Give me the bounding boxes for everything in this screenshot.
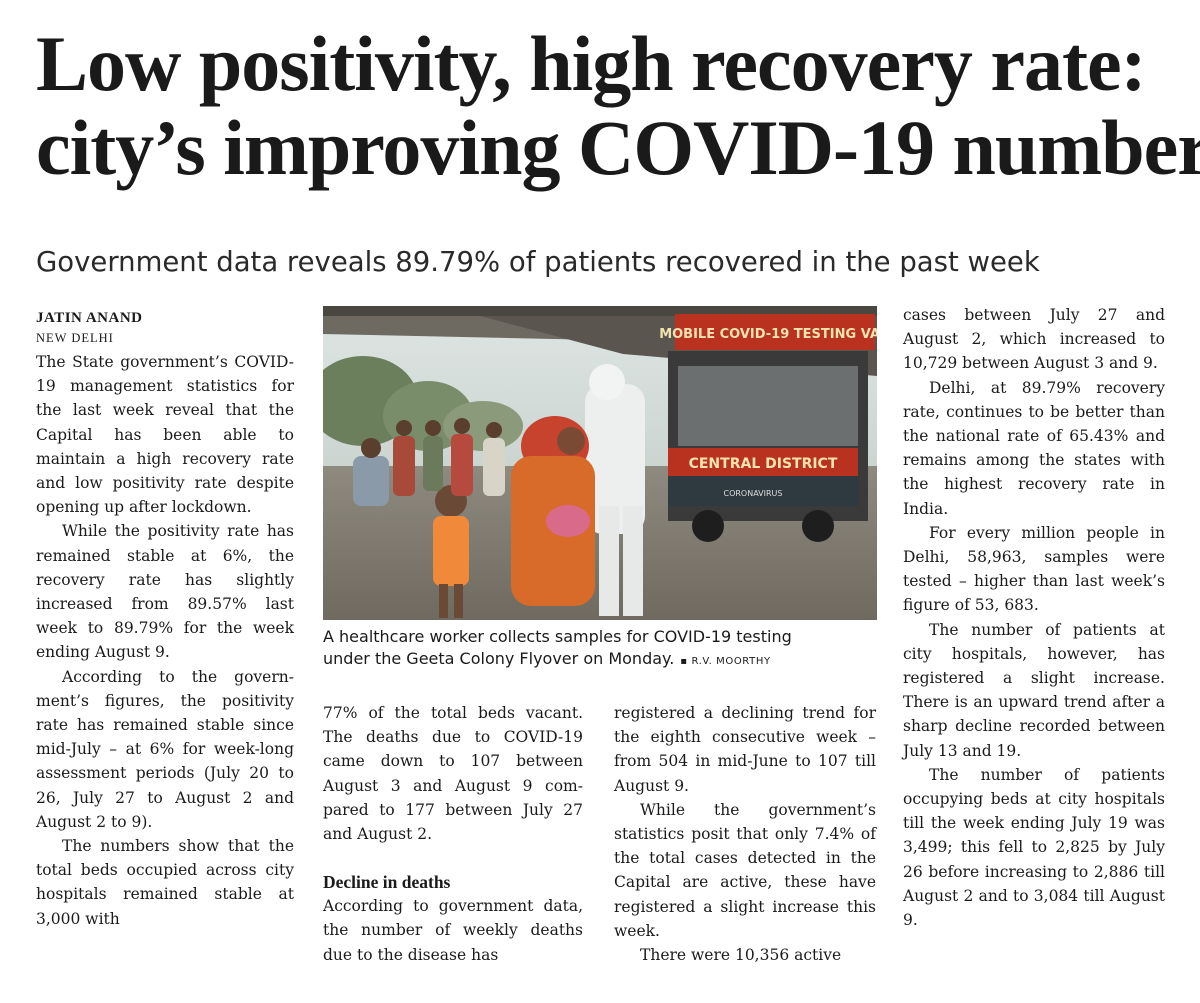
photo-caption: A healthcare worker collects samples for… xyxy=(323,626,883,673)
paragraph: registered a declining trend for the eig… xyxy=(614,704,876,795)
van-decal: CORONAVIRUS xyxy=(723,489,782,498)
paragraph: While the positivity rate has remained s… xyxy=(36,522,294,662)
credit-square-icon: ▪ xyxy=(680,656,692,667)
article-column-1: JATIN ANAND NEW DELHI The State governme… xyxy=(36,308,294,931)
photo-credit: ▪ R.V. MOORTHY xyxy=(680,656,770,667)
caption-text: under the Geeta Colony Flyover on Monday… xyxy=(323,649,675,668)
byline-author: JATIN ANAND xyxy=(36,310,143,326)
paragraph: According to the govern­ment’s figures, … xyxy=(36,667,294,831)
paragraph: The numbers show that the total beds occ… xyxy=(36,837,294,928)
credit-text: R.V. MOORTHY xyxy=(691,656,771,667)
section-subhead: Decline in deaths xyxy=(323,872,451,893)
paragraph: According to government da­ta, the numbe… xyxy=(323,897,583,964)
paragraph: The number of patients occupying beds at… xyxy=(903,765,1165,930)
caption-line-2: under the Geeta Colony Flyover on Monday… xyxy=(323,648,883,673)
headline: Low positivity, high recovery rate: city… xyxy=(36,20,1200,191)
news-photo: MOBILE COVID-19 TESTING VAN CENTRAL DIST… xyxy=(323,306,877,620)
van-sign-top: MOBILE COVID-19 TESTING VAN xyxy=(659,327,877,342)
article-column-2: 77% of the total beds vacant. The deaths… xyxy=(323,701,583,967)
paragraph: The number of patients at city hospitals… xyxy=(903,620,1165,760)
paragraph: Delhi, at 89.79% recovery rate, continue… xyxy=(903,378,1165,518)
paragraph: While the government’s statistics posit … xyxy=(614,800,876,940)
paragraph: For every million people in Delhi, 58,96… xyxy=(903,523,1165,615)
byline-dateline: NEW DELHI xyxy=(36,331,114,345)
article-column-3: registered a declining trend for the eig… xyxy=(614,701,876,967)
photo-illustration: MOBILE COVID-19 TESTING VAN CENTRAL DIST… xyxy=(323,306,877,620)
subheadline: Government data reveals 89.79% of patien… xyxy=(36,246,1040,278)
headline-line-2: city’s improving COVID-19 numbers xyxy=(36,104,1200,191)
paragraph: There were 10,356 active xyxy=(640,946,842,965)
headline-line-1: Low positivity, high recovery rate: xyxy=(36,20,1147,107)
van-sign-bottom: CENTRAL DISTRICT xyxy=(689,456,838,472)
caption-line-1: A healthcare worker collects samples for… xyxy=(323,627,792,646)
paragraph: The State government’s CO­VID-19 managem… xyxy=(36,353,294,517)
paragraph: cases between July 27 and August 2, whic… xyxy=(903,306,1165,373)
article-column-4: cases between July 27 and August 2, whic… xyxy=(903,303,1165,932)
paragraph: 77% of the total beds vacant. The deaths… xyxy=(323,704,583,844)
